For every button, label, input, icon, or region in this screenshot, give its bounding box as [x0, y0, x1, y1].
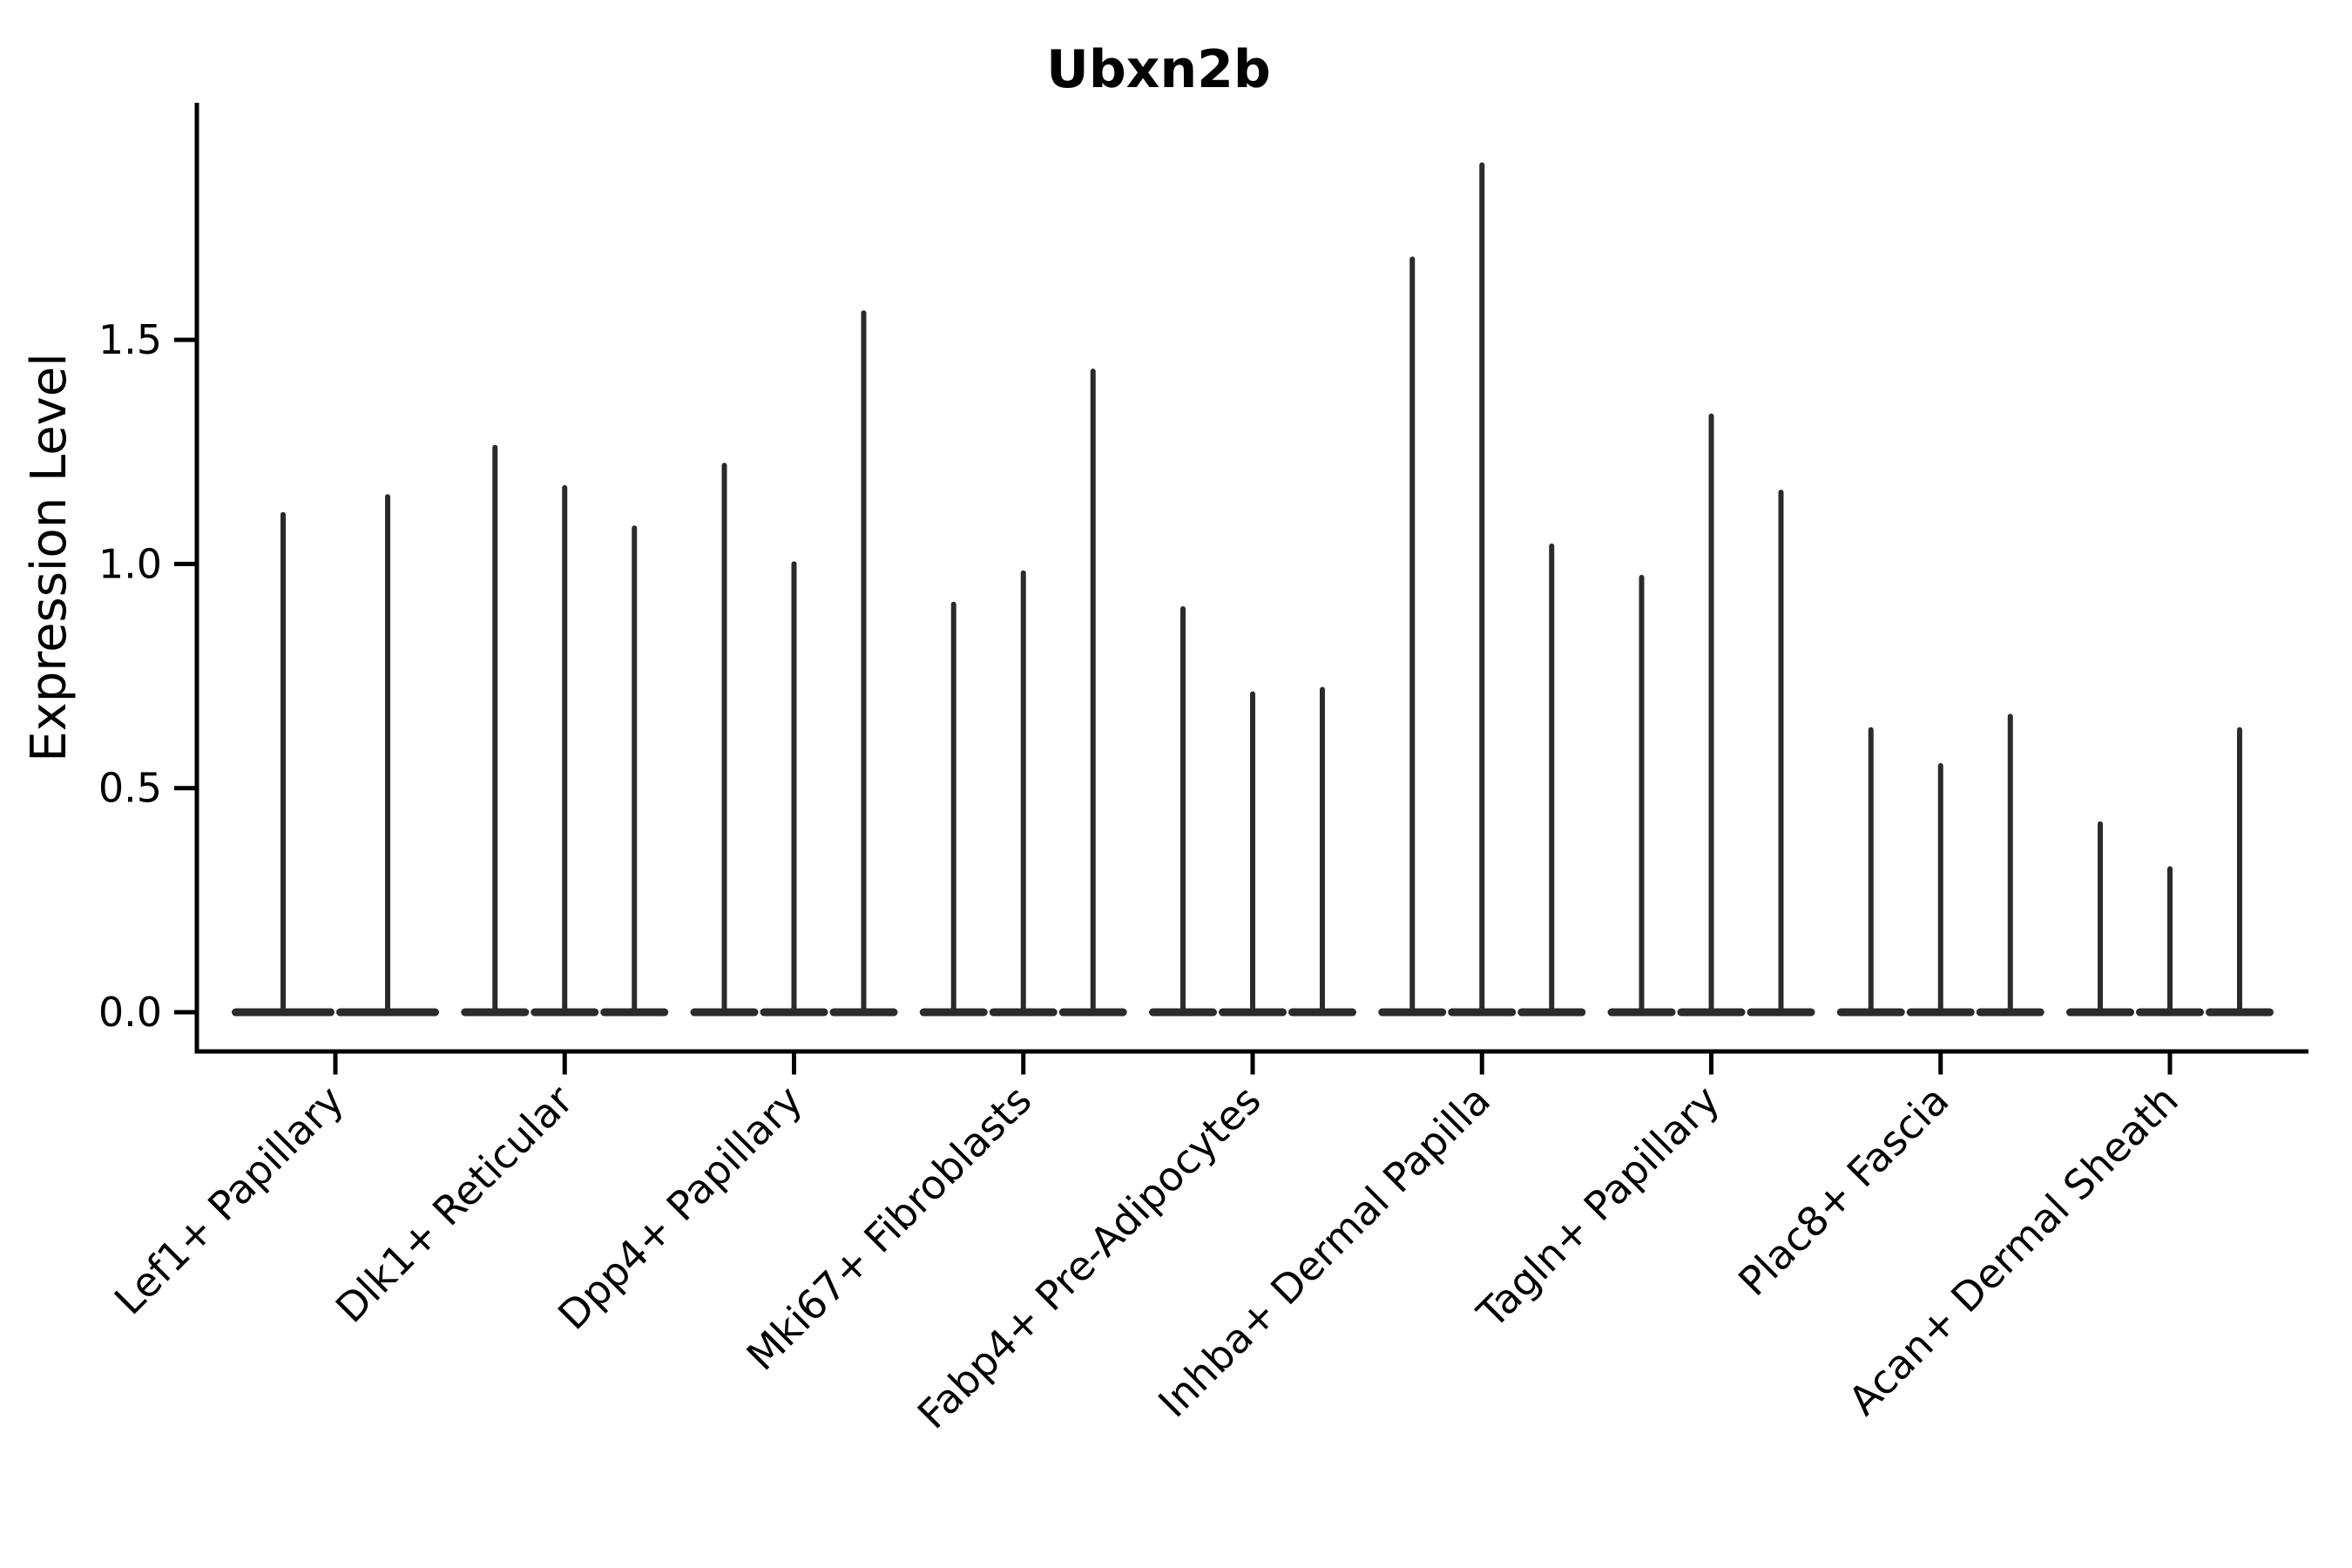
violin-body [461, 1008, 530, 1017]
y-tick-label: 1.0 [98, 540, 162, 587]
y-tick-label: 0.0 [98, 989, 162, 1036]
violin-body [600, 1008, 669, 1017]
violin-body [989, 1008, 1058, 1017]
violin-body [1219, 1008, 1287, 1017]
violin-body [1677, 1008, 1746, 1017]
violin-body [1906, 1008, 1975, 1017]
violin-body [232, 1008, 335, 1017]
violin-group [461, 444, 669, 1017]
violin-body [760, 1008, 828, 1017]
violin-group [1836, 713, 2044, 1017]
violin-body [1448, 1008, 1517, 1017]
violin-body [2066, 1008, 2134, 1017]
violin-body [1149, 1008, 1217, 1017]
violin-body [1976, 1008, 2044, 1017]
violin-group [232, 494, 439, 1017]
y-tick-label: 0.5 [98, 765, 162, 812]
violin-group [1378, 162, 1586, 1017]
violin-group [919, 368, 1127, 1017]
violin-body [829, 1008, 898, 1017]
violin-body [1288, 1008, 1356, 1017]
violin-group [1607, 413, 1815, 1017]
violin-group [690, 310, 898, 1017]
violin-body [1058, 1008, 1127, 1017]
violin-body [1607, 1008, 1676, 1017]
violin-body [1378, 1008, 1447, 1017]
violin-body [2136, 1008, 2204, 1017]
violin-body [531, 1008, 599, 1017]
violin-body [2206, 1008, 2274, 1017]
y-axis-label: Expression Level [21, 353, 78, 762]
violin-body [919, 1008, 988, 1017]
violin-body [1836, 1008, 1905, 1017]
violin-body [1517, 1008, 1586, 1017]
violin-group [1149, 605, 1356, 1017]
violin-body [690, 1008, 759, 1017]
y-tick-label: 1.5 [98, 316, 162, 363]
violin-body [336, 1008, 439, 1017]
violin-group [2066, 727, 2274, 1017]
chart-title: Ubxn2b [1046, 39, 1271, 100]
violin-body [1747, 1008, 1815, 1017]
